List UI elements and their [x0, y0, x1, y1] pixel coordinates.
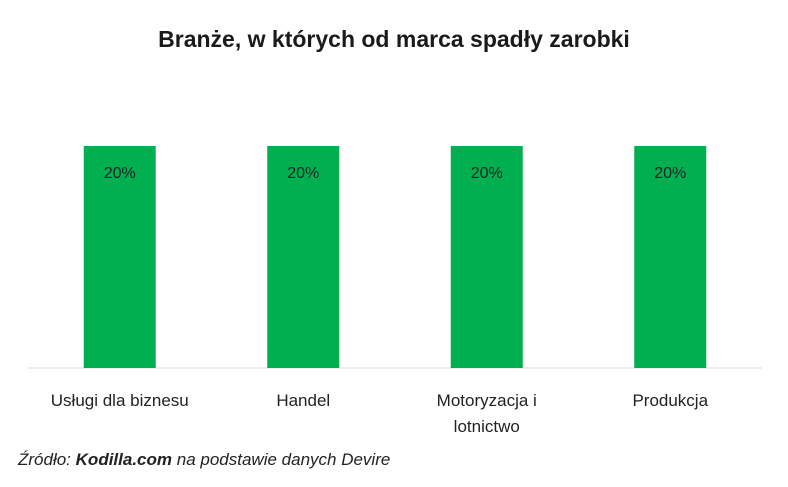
bar [634, 146, 707, 368]
bar [450, 146, 523, 368]
source-emphasis: Kodilla.com [75, 450, 173, 469]
value-label: 20% [287, 165, 319, 182]
chart-title: Branże, w których od marca spadły zarobk… [158, 26, 630, 52]
source-prefix: Źródło: [18, 450, 71, 469]
x-tick-label: Motoryzacja i lotnictwo [436, 391, 537, 436]
value-label: 20% [654, 165, 686, 182]
value-label: 20% [104, 165, 136, 182]
source-note: Źródło: Kodilla.com na podstawie danych … [18, 450, 390, 470]
value-label: 20% [471, 165, 503, 182]
x-tick-label: Usługi dla biznesu [50, 391, 189, 410]
x-tick-label: Produkcja [632, 391, 709, 410]
bar [267, 146, 340, 368]
source-suffix: na podstawie danych Devire [176, 450, 391, 469]
bar [83, 146, 156, 368]
x-tick-label: Handel [276, 391, 331, 410]
